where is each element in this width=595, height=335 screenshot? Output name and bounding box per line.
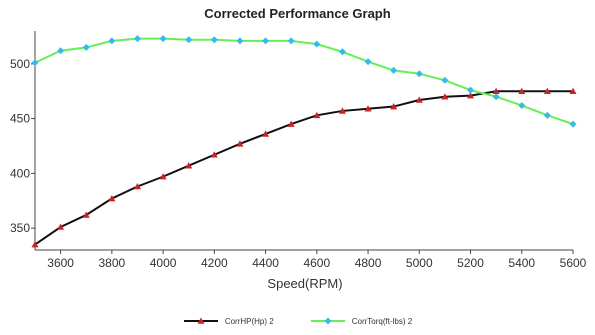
data-point: [31, 59, 39, 67]
x-axis-label: Speed(RPM): [267, 276, 342, 291]
x-tick-label: 3800: [99, 256, 126, 270]
data-point: [287, 120, 295, 127]
data-point: [467, 92, 475, 99]
legend-item: CorrHP(Hp) 2: [183, 316, 274, 326]
chart-axes: 3600 3800 4000 4200 4400 4600 4800 5000 5200 5400…: [10, 31, 587, 270]
data-point: [210, 151, 218, 158]
legend-label: CorrHP(Hp) 2: [224, 316, 274, 326]
data-point: [262, 37, 270, 45]
x-tick-label: 4600: [303, 256, 330, 270]
x-tick-label: 4000: [150, 256, 177, 270]
legend-item: CorrTorq(ft-lbs) 2: [310, 316, 412, 326]
data-point: [57, 223, 65, 230]
data-point: [262, 130, 270, 137]
data-point: [441, 93, 449, 100]
legend-marker: [197, 317, 205, 324]
data-point: [518, 87, 526, 95]
data-point: [236, 140, 244, 147]
data-point: [364, 105, 372, 112]
data-point: [569, 87, 577, 95]
x-tick-label: 4800: [355, 256, 382, 270]
legend-label: CorrTorq(ft-lbs) 2: [351, 316, 413, 326]
data-point: [390, 66, 398, 74]
series-line: [34, 90, 573, 246]
series-1: [31, 35, 577, 128]
data-point: [569, 120, 577, 128]
data-point: [108, 37, 116, 45]
data-point: [415, 70, 423, 78]
data-point: [313, 40, 321, 48]
x-tick-label: 3600: [47, 256, 74, 270]
data-point: [31, 241, 39, 248]
data-point: [133, 35, 141, 43]
series-layer: [31, 35, 577, 248]
x-tick-label: 5600: [560, 256, 587, 270]
y-tick-label: 400: [10, 166, 30, 180]
x-tick-label: 4400: [252, 256, 279, 270]
performance-chart: 3600 3800 4000 4200 4400 4600 4800 5000 5200 5400…: [10, 31, 587, 291]
series-0: [31, 87, 577, 248]
legend-marker: [324, 317, 332, 325]
data-point: [287, 37, 295, 45]
data-point: [467, 86, 475, 94]
legend-swatch: [183, 317, 218, 324]
data-point: [543, 111, 551, 119]
data-point: [518, 101, 526, 109]
data-point: [185, 162, 193, 169]
data-point: [159, 35, 167, 43]
legend-swatch: [310, 317, 345, 325]
chart-title: Corrected Performance Graph: [204, 6, 391, 21]
data-point: [210, 36, 218, 44]
data-point: [159, 173, 167, 180]
data-point: [236, 37, 244, 45]
x-tick-label: 5400: [508, 256, 535, 270]
data-point: [313, 111, 321, 119]
data-point: [415, 96, 423, 103]
series-line: [34, 37, 574, 126]
data-point: [108, 195, 116, 202]
data-point: [57, 47, 65, 55]
x-tick-label: 4200: [201, 256, 228, 270]
chart-legend: CorrHP(Hp) 2 CorrTorq(ft-lbs) 2: [0, 313, 595, 329]
data-point: [133, 182, 141, 190]
x-tick-label: 5000: [406, 256, 433, 270]
data-point: [338, 48, 346, 56]
y-tick-label: 500: [10, 57, 30, 71]
y-tick-label: 350: [10, 221, 30, 235]
data-point: [338, 107, 346, 114]
data-point: [82, 211, 90, 218]
data-point: [492, 87, 500, 95]
data-point: [543, 87, 551, 95]
x-tick-label: 5200: [457, 256, 484, 270]
data-point: [82, 43, 90, 51]
data-point: [441, 76, 449, 84]
data-point: [390, 103, 398, 110]
data-point: [185, 36, 193, 44]
y-tick-label: 450: [10, 112, 30, 126]
data-point: [492, 93, 500, 101]
data-point: [364, 58, 372, 66]
